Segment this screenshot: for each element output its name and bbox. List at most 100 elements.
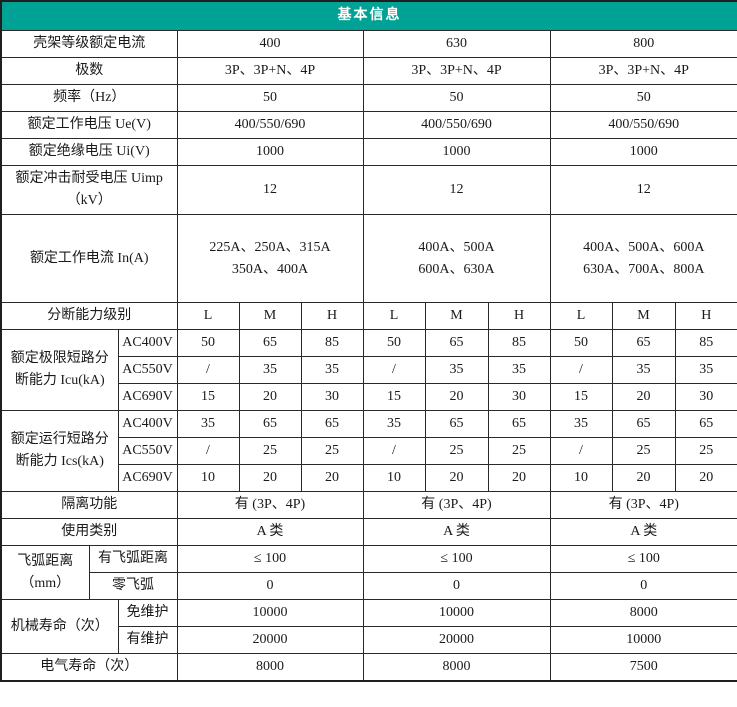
cell-value: / bbox=[362, 356, 426, 384]
cell-value: 20 bbox=[611, 383, 676, 411]
cell-value: 10000 bbox=[176, 599, 364, 627]
cell-value: / bbox=[549, 356, 613, 384]
cell-value: 1000 bbox=[176, 138, 364, 166]
cell-value: 35 bbox=[549, 410, 613, 438]
cell-value: 7500 bbox=[549, 653, 737, 681]
cell-value: M bbox=[611, 302, 676, 330]
cell-value: 25 bbox=[424, 437, 489, 465]
sub-label: 免维护 bbox=[117, 599, 178, 627]
cell-value: 65 bbox=[611, 329, 676, 357]
row-label-mechanical-life: 机械寿命（次） bbox=[0, 599, 119, 654]
cell-value: 50 bbox=[176, 84, 364, 112]
cell-value: 35 bbox=[362, 410, 426, 438]
table-row: 机械寿命（次） 免维护 10000 10000 8000 bbox=[0, 599, 737, 654]
cell-value: ≤ 100 bbox=[176, 545, 364, 573]
cell-value: A 类 bbox=[549, 518, 737, 546]
cell-value: 20 bbox=[424, 464, 489, 492]
cell-value: 30 bbox=[674, 383, 737, 411]
cell-value: 35 bbox=[238, 356, 302, 384]
sub-label: AC690V bbox=[117, 383, 178, 411]
sub-label: AC550V bbox=[117, 437, 178, 465]
cell-value: 400 bbox=[176, 30, 364, 58]
cell-value: H bbox=[487, 302, 551, 330]
cell-value: 25 bbox=[300, 437, 364, 465]
cell-value: 有 (3P、4P) bbox=[176, 491, 364, 519]
sub-label: AC550V bbox=[117, 356, 178, 384]
cell-value: 0 bbox=[362, 572, 551, 600]
cell-value: 有 (3P、4P) bbox=[362, 491, 551, 519]
table-row: 额定工作电流 In(A) 225A、250A、315A 350A、400A 40… bbox=[0, 214, 737, 303]
row-label-ue: 额定工作电压 Ue(V) bbox=[0, 111, 178, 139]
cell-value: 35 bbox=[674, 356, 737, 384]
cell-value: 35 bbox=[487, 356, 551, 384]
cell-value: 400/550/690 bbox=[176, 111, 364, 139]
cell-value: 85 bbox=[487, 329, 551, 357]
table-row: 分断能力级别 L M H L M H L M H bbox=[0, 302, 737, 330]
sub-label: 有维护 bbox=[117, 626, 178, 654]
cell-value: 20000 bbox=[176, 626, 364, 654]
row-label-poles: 极数 bbox=[0, 57, 178, 85]
cell-value: 12 bbox=[362, 165, 551, 215]
cell-value: 65 bbox=[611, 410, 676, 438]
cell-value: 10000 bbox=[549, 626, 737, 654]
cell-value: 50 bbox=[362, 84, 551, 112]
cell-value: / bbox=[549, 437, 613, 465]
table-row: 额定工作电压 Ue(V) 400/550/690 400/550/690 400… bbox=[0, 111, 737, 139]
cell-value: 20 bbox=[487, 464, 551, 492]
cell-value: 65 bbox=[424, 329, 489, 357]
row-label-isolation: 隔离功能 bbox=[0, 491, 178, 519]
cell-value: 3P、3P+N、4P bbox=[176, 57, 364, 85]
cell-value: 20000 bbox=[362, 626, 551, 654]
table-row: 使用类别 A 类 A 类 A 类 bbox=[0, 518, 737, 546]
cell-value: 50 bbox=[549, 84, 737, 112]
cell-value: 3P、3P+N、4P bbox=[362, 57, 551, 85]
cell-value: 20 bbox=[238, 383, 302, 411]
cell-value: ≤ 100 bbox=[549, 545, 737, 573]
sub-label: 有飞弧距离 bbox=[88, 545, 178, 573]
table-row: 飞弧距离 （mm） 有飞弧距离 ≤ 100 ≤ 100 ≤ 100 bbox=[0, 545, 737, 600]
table-header-row: 基本信息 bbox=[0, 0, 737, 31]
cell-value: 12 bbox=[176, 165, 364, 215]
table-row: 壳架等级额定电流 400 630 800 bbox=[0, 30, 737, 58]
cell-value: 8000 bbox=[176, 653, 364, 681]
cell-value: 35 bbox=[611, 356, 676, 384]
cell-value: 1000 bbox=[549, 138, 737, 166]
cell-value: 25 bbox=[611, 437, 676, 465]
cell-value: 50 bbox=[176, 329, 240, 357]
table-title: 基本信息 bbox=[0, 0, 737, 31]
cell-value: 10 bbox=[176, 464, 240, 492]
cell-value: 65 bbox=[238, 329, 302, 357]
cell-value: 10 bbox=[362, 464, 426, 492]
cell-value: 3P、3P+N、4P bbox=[549, 57, 737, 85]
cell-value: H bbox=[674, 302, 737, 330]
cell-value: 25 bbox=[674, 437, 737, 465]
cell-value: 225A、250A、315A 350A、400A bbox=[176, 214, 364, 303]
cell-value: / bbox=[176, 356, 240, 384]
table-row: 零飞弧 0 0 0 bbox=[1, 572, 737, 600]
table-row: 频率（Hz） 50 50 50 bbox=[0, 84, 737, 112]
row-label-ics: 额定运行短路分 断能力 Ics(kA) bbox=[0, 410, 119, 492]
cell-value: 35 bbox=[176, 410, 240, 438]
cell-value: ≤ 100 bbox=[362, 545, 551, 573]
cell-value: 30 bbox=[300, 383, 364, 411]
sub-label: 零飞弧 bbox=[88, 572, 178, 600]
cell-value: 0 bbox=[176, 572, 364, 600]
basic-info-table: 基本信息 壳架等级额定电流 400 630 800 极数 3P、3P+N、4P … bbox=[0, 0, 737, 682]
cell-value: 20 bbox=[238, 464, 302, 492]
cell-value: 65 bbox=[238, 410, 302, 438]
cell-value: 10 bbox=[549, 464, 613, 492]
row-label-frequency: 频率（Hz） bbox=[0, 84, 178, 112]
cell-value: 85 bbox=[300, 329, 364, 357]
cell-value: / bbox=[176, 437, 240, 465]
cell-value: 400/550/690 bbox=[362, 111, 551, 139]
cell-value: 20 bbox=[424, 383, 489, 411]
cell-value: 20 bbox=[674, 464, 737, 492]
row-label-ui: 额定绝缘电压 Ui(V) bbox=[0, 138, 178, 166]
cell-value: L bbox=[362, 302, 426, 330]
cell-value: 35 bbox=[300, 356, 364, 384]
table-row: 极数 3P、3P+N、4P 3P、3P+N、4P 3P、3P+N、4P bbox=[0, 57, 737, 85]
table-row: 额定绝缘电压 Ui(V) 1000 1000 1000 bbox=[0, 138, 737, 166]
table-row: 有维护 20000 20000 10000 bbox=[1, 626, 737, 654]
cell-value: 400/550/690 bbox=[549, 111, 737, 139]
row-label-frame-current: 壳架等级额定电流 bbox=[0, 30, 178, 58]
